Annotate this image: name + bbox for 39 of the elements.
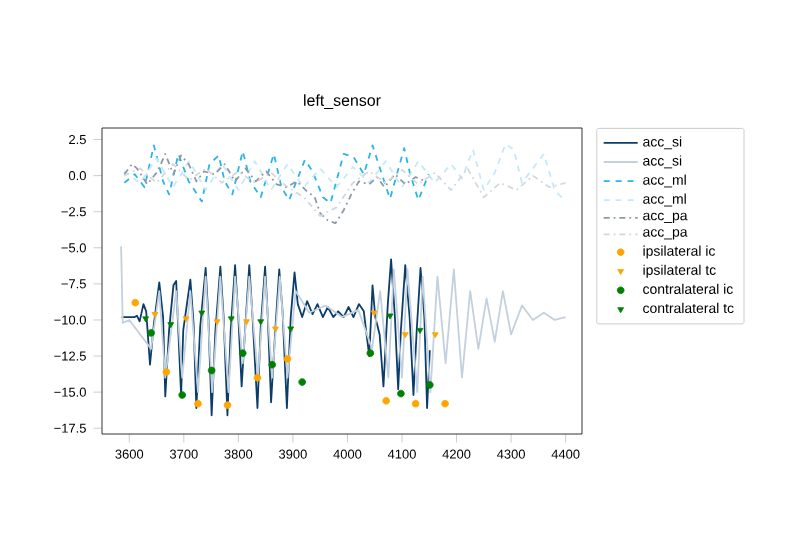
point xyxy=(431,332,439,339)
point xyxy=(272,326,279,333)
point xyxy=(416,327,424,334)
point xyxy=(243,319,250,326)
point xyxy=(370,310,378,317)
point xyxy=(194,399,202,408)
point xyxy=(268,360,276,369)
line-series xyxy=(123,144,430,204)
point xyxy=(213,319,221,326)
point xyxy=(207,366,216,375)
point xyxy=(238,349,247,357)
point xyxy=(227,316,235,323)
point xyxy=(182,316,190,323)
point xyxy=(142,316,149,323)
point xyxy=(382,397,390,405)
point xyxy=(198,310,206,317)
point xyxy=(441,399,449,408)
point xyxy=(257,319,265,326)
point xyxy=(151,312,159,318)
point xyxy=(366,349,375,357)
point xyxy=(401,332,409,339)
point xyxy=(287,326,295,333)
line-series xyxy=(120,245,567,394)
point xyxy=(283,355,292,363)
point xyxy=(253,373,262,382)
line-series xyxy=(122,142,567,203)
line-series xyxy=(123,153,427,225)
point xyxy=(162,368,171,376)
point xyxy=(147,329,155,337)
point xyxy=(426,381,434,389)
line-series xyxy=(122,163,567,217)
point xyxy=(167,322,175,329)
point xyxy=(386,313,394,320)
point xyxy=(298,378,306,386)
point xyxy=(223,401,232,409)
point xyxy=(411,399,420,408)
point xyxy=(178,391,186,399)
point xyxy=(131,298,140,307)
point xyxy=(397,389,405,398)
